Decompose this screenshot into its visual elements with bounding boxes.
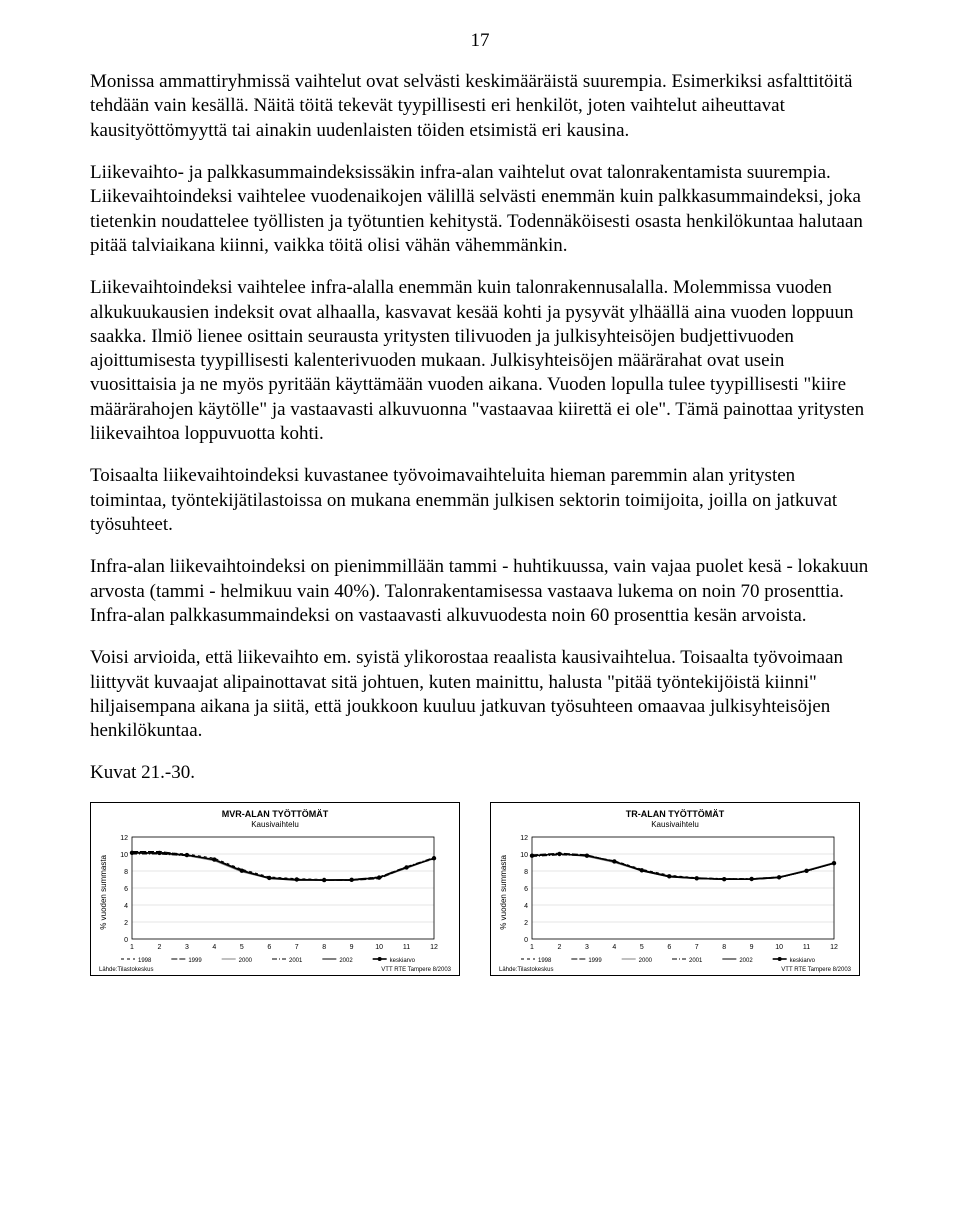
svg-text:1: 1	[530, 944, 534, 951]
svg-text:1998: 1998	[538, 958, 552, 964]
svg-text:10: 10	[775, 944, 783, 951]
svg-text:2: 2	[124, 920, 128, 927]
svg-text:3: 3	[585, 944, 589, 951]
svg-text:12: 12	[520, 835, 528, 842]
svg-text:5: 5	[240, 944, 244, 951]
source-right: VTT RTE Tampere 8/2003	[781, 967, 851, 973]
svg-text:6: 6	[524, 886, 528, 893]
svg-text:11: 11	[803, 944, 810, 951]
y-axis-label: % vuoden summasta	[99, 855, 108, 930]
svg-text:2001: 2001	[689, 958, 703, 964]
svg-text:1: 1	[130, 944, 134, 951]
svg-text:2000: 2000	[239, 958, 253, 964]
svg-text:6: 6	[124, 886, 128, 893]
svg-text:0: 0	[524, 937, 528, 944]
chart-right: TR-ALAN TYÖTTÖMÄTKausivaihtelu % vuoden s…	[490, 802, 860, 976]
svg-text:8: 8	[124, 869, 128, 876]
chart-plot: 024681012123456789101112	[110, 833, 440, 953]
svg-text:10: 10	[375, 944, 383, 951]
chart-footer: Lähde:Tilastokeskus VTT RTE Tampere 8/200…	[99, 967, 451, 973]
source-left: Lähde:Tilastokeskus	[499, 967, 553, 973]
paragraph-1: Monissa ammattiryhmissä vaihtelut ovat s…	[90, 70, 870, 143]
svg-text:11: 11	[403, 944, 410, 951]
svg-text:12: 12	[830, 944, 838, 951]
paragraph-5: Infra-alan liikevaihtoindeksi on pienimm…	[90, 555, 870, 628]
paragraph-4: Toisaalta liikevaihtoindeksi kuvastanee …	[90, 464, 870, 537]
svg-text:keskiarvo: keskiarvo	[390, 958, 416, 964]
svg-text:9: 9	[350, 944, 354, 951]
chart-subtitle: Kausivaihtelu	[499, 820, 851, 829]
svg-text:keskiarvo: keskiarvo	[790, 958, 816, 964]
figure-caption: Kuvat 21.-30.	[90, 762, 870, 784]
svg-text:2002: 2002	[739, 958, 753, 964]
chart-left: MVR-ALAN TYÖTTÖMÄTKausivaihtelu % vuoden …	[90, 802, 460, 976]
chart-title: TR-ALAN TYÖTTÖMÄT	[499, 809, 851, 819]
svg-text:6: 6	[267, 944, 271, 951]
svg-text:0: 0	[124, 937, 128, 944]
paragraph-6: Voisi arvioida, että liikevaihto em. syi…	[90, 646, 870, 743]
svg-text:9: 9	[750, 944, 754, 951]
svg-text:7: 7	[695, 944, 699, 951]
svg-text:1998: 1998	[138, 958, 152, 964]
svg-text:5: 5	[640, 944, 644, 951]
chart-subtitle: Kausivaihtelu	[99, 820, 451, 829]
svg-text:12: 12	[120, 835, 128, 842]
svg-text:1999: 1999	[188, 958, 202, 964]
svg-text:2: 2	[558, 944, 562, 951]
source-left: Lähde:Tilastokeskus	[99, 967, 153, 973]
chart-legend: 1998 1999 2000 2001 2002 keskiarvo	[99, 953, 429, 965]
svg-text:12: 12	[430, 944, 438, 951]
paragraph-3: Liikevaihtoindeksi vaihtelee infra-alall…	[90, 276, 870, 446]
chart-footer: Lähde:Tilastokeskus VTT RTE Tampere 8/200…	[499, 967, 851, 973]
chart-legend: 1998 1999 2000 2001 2002 keskiarvo	[499, 953, 829, 965]
svg-text:2: 2	[524, 920, 528, 927]
source-right: VTT RTE Tampere 8/2003	[381, 967, 451, 973]
svg-text:8: 8	[322, 944, 326, 951]
svg-text:8: 8	[524, 869, 528, 876]
svg-text:8: 8	[722, 944, 726, 951]
svg-text:2: 2	[158, 944, 162, 951]
charts-row: MVR-ALAN TYÖTTÖMÄTKausivaihtelu% vuoden …	[90, 802, 870, 976]
svg-text:3: 3	[185, 944, 189, 951]
paragraph-2: Liikevaihto- ja palkkasummaindeksissäkin…	[90, 161, 870, 258]
svg-text:4: 4	[612, 944, 616, 951]
chart-plot: 024681012123456789101112	[510, 833, 840, 953]
svg-text:10: 10	[520, 852, 528, 859]
svg-text:7: 7	[295, 944, 299, 951]
svg-text:4: 4	[524, 903, 528, 910]
svg-text:4: 4	[212, 944, 216, 951]
svg-text:2000: 2000	[639, 958, 653, 964]
page-number: 17	[90, 30, 870, 52]
svg-text:10: 10	[120, 852, 128, 859]
svg-text:4: 4	[124, 903, 128, 910]
chart-title: MVR-ALAN TYÖTTÖMÄT	[99, 809, 451, 819]
svg-text:2002: 2002	[339, 958, 353, 964]
page: 17 Monissa ammattiryhmissä vaihtelut ova…	[0, 0, 960, 996]
svg-text:2001: 2001	[289, 958, 303, 964]
svg-text:1999: 1999	[588, 958, 602, 964]
svg-text:6: 6	[667, 944, 671, 951]
y-axis-label: % vuoden summasta	[499, 855, 508, 930]
